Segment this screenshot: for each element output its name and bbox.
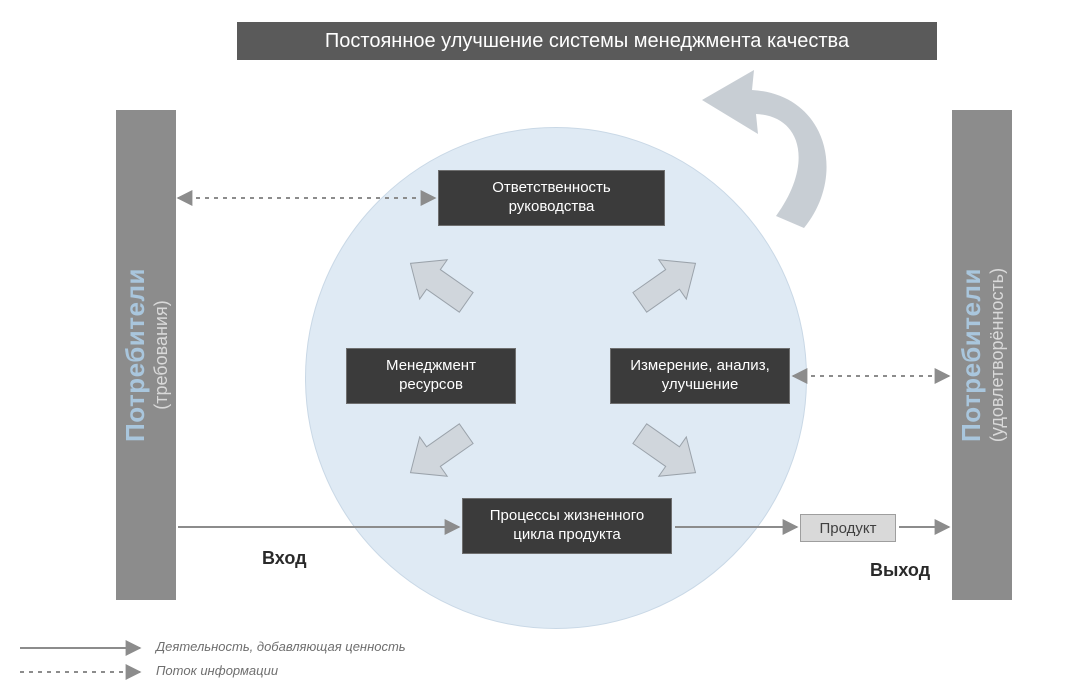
legend-dotted-text: Поток информации (156, 663, 278, 678)
cycle-arrow (626, 414, 709, 492)
cycle-arrow (626, 244, 709, 322)
input-label: Вход (262, 548, 307, 569)
lines-layer (0, 0, 1082, 693)
box-responsibility: Ответственность руководства (438, 170, 665, 226)
box-lifecycle-label: Процессы жизненного цикла продукта (473, 507, 661, 545)
box-responsibility-label: Ответственность руководства (449, 179, 654, 217)
feedback-curve-group (702, 70, 827, 228)
diagram-stage: Постоянное улучшение системы менеджмента… (0, 0, 1082, 693)
product-label: Продукт (820, 520, 877, 537)
feedback-curve-arrow (702, 70, 827, 228)
box-measurement: Измерение, анализ, улучшение (610, 348, 790, 404)
connectors-group (178, 198, 949, 527)
cycle-arrow (397, 414, 480, 492)
cycle-arrow (397, 244, 480, 322)
box-measurement-label: Измерение, анализ, улучшение (621, 357, 779, 395)
box-lifecycle: Процессы жизненного цикла продукта (462, 498, 672, 554)
box-resources: Менеджмент ресурсов (346, 348, 516, 404)
product-box: Продукт (800, 514, 896, 542)
output-label: Выход (870, 560, 930, 581)
legend-lines-group (20, 648, 140, 672)
box-resources-label: Менеджмент ресурсов (357, 357, 505, 395)
legend-solid-text: Деятельность, добавляющая ценность (156, 639, 406, 654)
